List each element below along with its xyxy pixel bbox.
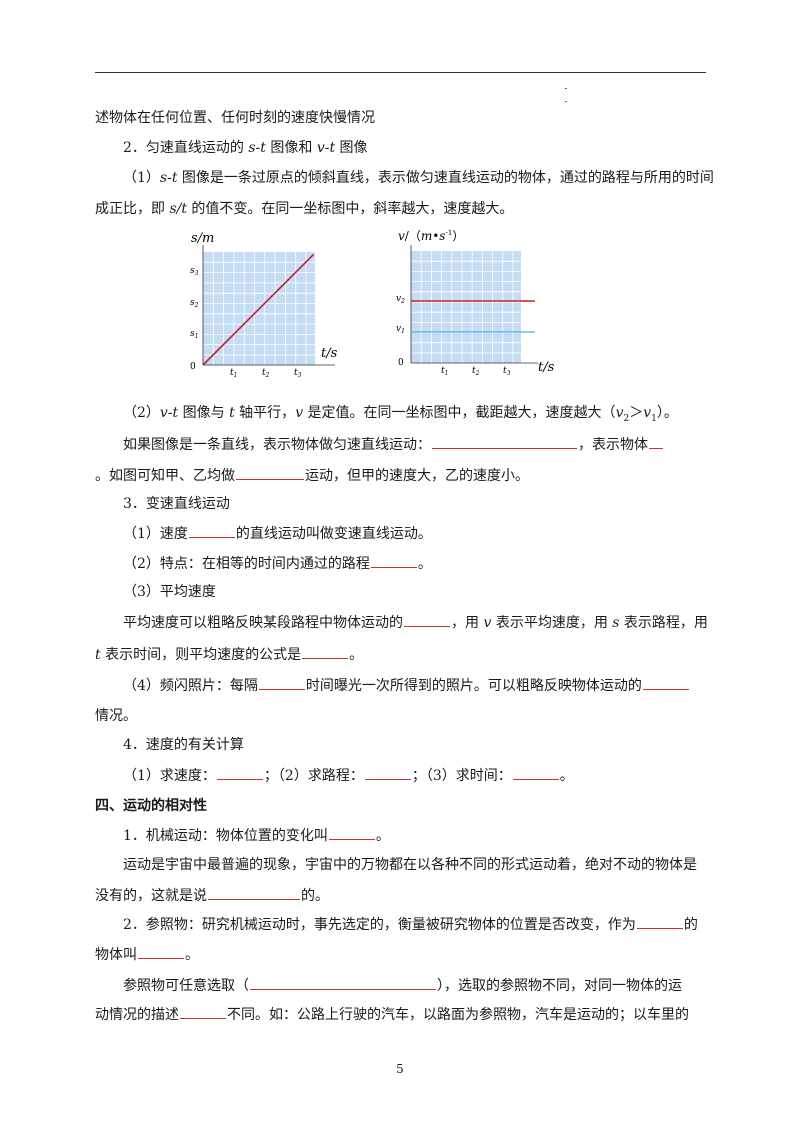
answer-blank[interactable] bbox=[370, 553, 417, 568]
text-line: 动情况的描述 不同。如：公路上行驶的汽车，以路面为参照物，汽车是运动的；以车里的 bbox=[95, 1004, 689, 1025]
page-number: 5 bbox=[396, 1062, 404, 1076]
text-line: 平均速度可以粗略反映某段路程中物体运动的 ，用 v 表示平均速度，用 s 表示路程… bbox=[123, 612, 708, 633]
answer-blank[interactable] bbox=[512, 765, 559, 780]
x-tick-label: t1 bbox=[441, 366, 448, 377]
grid bbox=[203, 252, 315, 365]
answer-blank[interactable] bbox=[364, 765, 411, 780]
text-line: 运动是宇宙中最普遍的现象，宇宙中的万物都在以各种不同的形式运动着，绝对不动的物体… bbox=[123, 857, 697, 873]
y-tick-label: s3 bbox=[190, 266, 199, 277]
y-tick-label: v1 bbox=[396, 324, 405, 335]
v-t-chart: v/（m•s-1） 0 t/s t1 t2 t3 v2 v1 bbox=[396, 229, 555, 377]
s-t-chart: s/m 0 t/s t1 t2 t3 s1 s2 s3 bbox=[190, 231, 338, 379]
header-mark bbox=[565, 88, 567, 89]
answer-blank[interactable] bbox=[649, 434, 663, 449]
text-line: （1）s-t 图像是一条过原点的倾斜直线，表示做匀速直线运动的物体，通过的路程与… bbox=[123, 170, 714, 186]
x-tick-label: t3 bbox=[294, 368, 302, 379]
subheading: 2．匀速直线运动的 s-t 图像和 v-t 图像 bbox=[123, 140, 368, 156]
answer-blank[interactable] bbox=[328, 825, 375, 840]
answer-blank[interactable] bbox=[302, 644, 349, 659]
chart-origin: 0 bbox=[398, 358, 404, 368]
x-tick-label: t3 bbox=[503, 366, 511, 377]
text-line: 没有的，这就是说 的。 bbox=[95, 885, 329, 906]
answer-blank[interactable] bbox=[258, 675, 305, 690]
text-line: 。如图可知甲、乙均做 运动，但甲的速度大，乙的速度小。 bbox=[95, 465, 529, 486]
answer-blank[interactable] bbox=[180, 1004, 226, 1019]
text-line: （1）求速度： ；（2）求路程： ；（3）求时间：。 bbox=[123, 765, 574, 786]
text-line: （2）特点：在相等的时间内通过的路程。 bbox=[123, 553, 432, 574]
x-tick-label: t2 bbox=[472, 366, 480, 377]
chart-xlabel: t/s bbox=[538, 360, 555, 375]
subheading: 3．变速直线运动 bbox=[123, 496, 230, 512]
text-line: 如果图像是一条直线，表示物体做匀速直线运动： ，表示物体 bbox=[123, 434, 664, 455]
header-rule bbox=[95, 72, 706, 73]
x-tick-label: t2 bbox=[262, 368, 270, 379]
answer-blank[interactable] bbox=[404, 612, 450, 627]
answer-blank[interactable] bbox=[642, 675, 689, 690]
header-mark bbox=[565, 101, 567, 102]
text-line: （4）频闪照片：每隔 时间曝光一次所得到的照片。可以粗略反映物体运动的 bbox=[123, 675, 690, 696]
text-line: （3）平均速度 bbox=[123, 584, 216, 600]
chart-ylabel: v/（m•s-1） bbox=[398, 229, 464, 243]
answer-blank[interactable] bbox=[432, 434, 577, 449]
answer-blank[interactable] bbox=[208, 885, 300, 900]
text-line: 物体叫。 bbox=[95, 944, 199, 965]
answer-blank[interactable] bbox=[636, 914, 683, 929]
text-line: t 表示时间，则平均速度的公式是。 bbox=[95, 644, 363, 665]
text-line: （2）v-t 图像与 t 轴平行，v 是定值。在同一坐标图中，截距越大，速度越大… bbox=[123, 405, 678, 424]
answer-blank[interactable] bbox=[250, 975, 436, 990]
text-line: 1．机械运动：物体位置的变化叫。 bbox=[123, 825, 390, 846]
text-line: 述物体在任何位置、任何时刻的速度快慢情况 bbox=[95, 110, 375, 126]
plot-area bbox=[411, 251, 521, 363]
text-line: （1）速度 的直线运动叫做变速直线运动。 bbox=[123, 523, 432, 544]
answer-blank[interactable] bbox=[138, 944, 184, 959]
y-tick-label: v2 bbox=[396, 294, 405, 305]
text-line: 情况。 bbox=[95, 708, 137, 724]
answer-blank[interactable] bbox=[236, 465, 304, 480]
y-tick-label: s2 bbox=[190, 298, 199, 309]
chart-ylabel: s/m bbox=[191, 231, 214, 246]
x-tick-label: t1 bbox=[230, 368, 237, 379]
answer-blank[interactable] bbox=[216, 765, 263, 780]
text-line: 2．参照物：研究机械运动时，事先选定的，衡量被研究物体的位置是否改变，作为的 bbox=[123, 914, 698, 935]
series-line bbox=[202, 253, 315, 366]
subheading: 4．速度的有关计算 bbox=[123, 737, 244, 753]
answer-blank[interactable] bbox=[188, 523, 235, 538]
chart-xlabel: t/s bbox=[321, 346, 338, 361]
text-line: 参照物可任意选取（ ），选取的参照物不同，对同一物体的运 bbox=[123, 975, 682, 996]
grid bbox=[411, 251, 521, 363]
section-heading: 四、运动的相对性 bbox=[95, 798, 207, 814]
y-tick-label: s1 bbox=[190, 329, 198, 340]
text-line: 成正比，即 s/t 的值不变。在同一坐标图中，斜率越大，速度越大。 bbox=[95, 201, 514, 217]
chart-origin: 0 bbox=[190, 362, 196, 372]
